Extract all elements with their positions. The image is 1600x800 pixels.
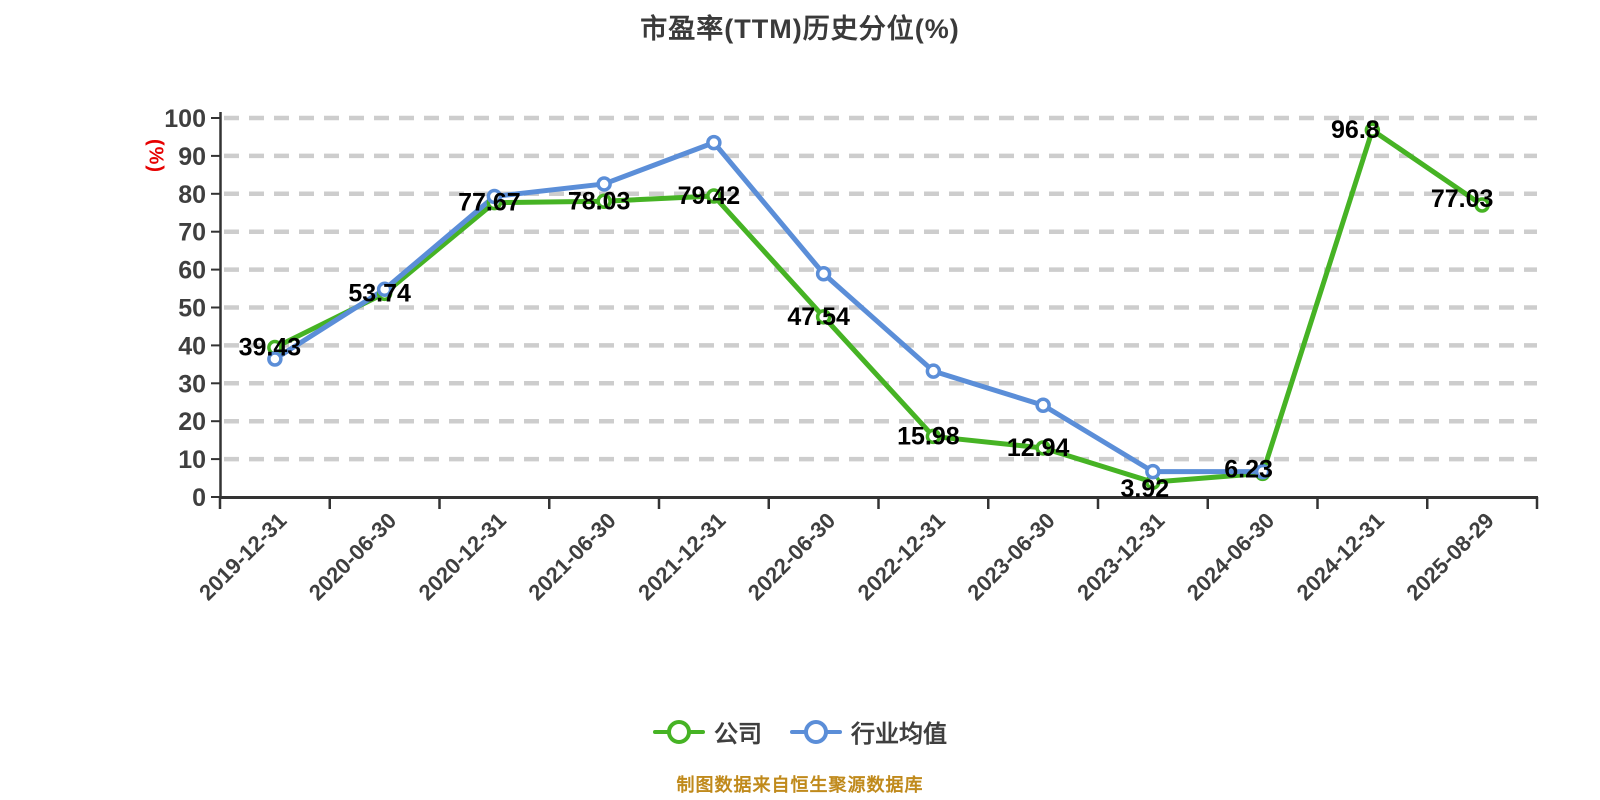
company-series-line: [272, 127, 1485, 485]
data-label: 3.92: [1121, 475, 1170, 503]
x-tick-label: 2021-12-31: [633, 508, 730, 605]
y-tick-label: 30: [178, 370, 206, 398]
y-tick-label: 70: [178, 219, 206, 247]
y-tick-label: 90: [178, 143, 206, 171]
x-tick-label: 2024-12-31: [1292, 508, 1389, 605]
y-tick-label: 0: [192, 484, 206, 512]
x-tick-label: 2022-12-31: [853, 508, 950, 605]
y-tick-label: 50: [178, 295, 206, 323]
y-tick-label: 60: [178, 257, 206, 285]
data-label: 78.03: [568, 187, 631, 215]
y-tick-label: 80: [178, 181, 206, 209]
legend-item-label: 公司: [714, 721, 762, 748]
x-tick-label: 2020-12-31: [414, 508, 511, 605]
industry-data-point[interactable]: [486, 188, 503, 205]
x-tick-label: 2019-12-31: [194, 508, 291, 605]
data-label: 12.94: [1007, 434, 1070, 462]
legend-item-label: 行业均值: [851, 721, 947, 748]
data-label: 47.54: [787, 303, 850, 331]
data-label: 39.43: [239, 334, 302, 362]
x-tick-label: 2023-12-31: [1072, 508, 1169, 605]
legend-item-company[interactable]: 公司: [653, 714, 762, 749]
data-label: 77.67: [458, 189, 521, 217]
data-label: 15.98: [897, 422, 960, 450]
plot-area: 0 10 20 30 40 50 60 70 80 90 100 2019-12-31 2020-06-…: [164, 105, 1539, 605]
industry-data-point[interactable]: [376, 281, 393, 298]
data-source-note: 制图数据来自恒生聚源数据库: [676, 775, 924, 795]
industry-data-point[interactable]: [1035, 397, 1051, 414]
industry-data-point[interactable]: [596, 176, 612, 192]
data-label: 96.8: [1331, 116, 1380, 144]
company-legend-marker-icon: [653, 719, 705, 745]
industry-series-line: [272, 140, 1266, 475]
x-tick-label: 2023-06-30: [962, 508, 1059, 605]
data-label: 79.42: [678, 182, 741, 210]
industry-data-point[interactable]: [1145, 463, 1161, 480]
y-tick-label: 20: [178, 408, 206, 436]
industry-legend-marker-icon: [790, 719, 842, 745]
x-tick-label: 2020-06-30: [304, 508, 401, 605]
y-tick-label: 10: [178, 446, 206, 474]
chart-title: 市盈率(TTM)历史分位(%): [640, 14, 960, 44]
industry-data-point[interactable]: [815, 266, 832, 282]
company-data-point[interactable]: [596, 193, 612, 210]
x-tick-label: 2024-06-30: [1182, 508, 1279, 605]
industry-data-point[interactable]: [267, 351, 283, 367]
company-data-point[interactable]: [706, 188, 722, 204]
company-data-point[interactable]: [1364, 122, 1381, 138]
company-data-point[interactable]: [1474, 197, 1490, 213]
y-tick-label: 40: [178, 332, 206, 360]
company-data-point[interactable]: [1035, 440, 1051, 456]
x-tick-label: 2025-08-29: [1401, 508, 1498, 605]
y-tick-label: 100: [164, 105, 206, 133]
data-label: 6.23: [1224, 455, 1273, 483]
legend: 公司 行业均值: [0, 714, 1600, 749]
industry-data-point[interactable]: [925, 363, 942, 379]
industry-data-point[interactable]: [706, 134, 722, 151]
company-data-point[interactable]: [815, 309, 832, 325]
data-label: 77.03: [1431, 185, 1494, 213]
x-tick-label: 2022-06-30: [743, 508, 840, 605]
industry-data-point[interactable]: [1254, 463, 1271, 480]
company-data-point[interactable]: [925, 428, 942, 445]
data-label: 53.74: [348, 279, 411, 307]
x-tick-label: 2021-06-30: [523, 508, 620, 605]
legend-item-industry[interactable]: 行业均值: [790, 714, 947, 749]
